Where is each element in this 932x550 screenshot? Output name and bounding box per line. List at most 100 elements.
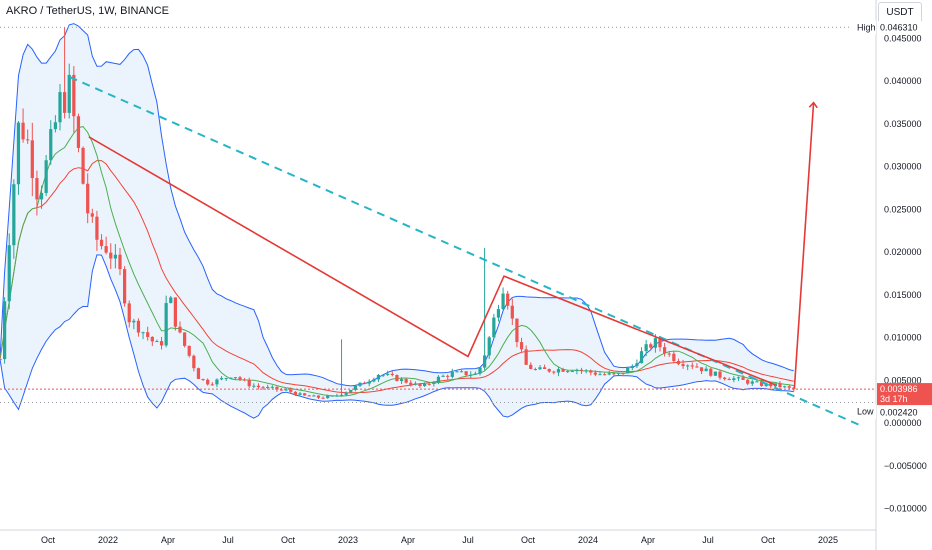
candle-body	[483, 355, 487, 368]
candle-body	[446, 375, 450, 377]
time-tick-label: Apr	[401, 535, 415, 545]
candle-body	[26, 139, 30, 141]
candle-body	[353, 385, 357, 390]
candle-body	[215, 379, 219, 385]
candle-body	[732, 378, 736, 380]
candle-body	[667, 353, 671, 355]
candle-body	[473, 373, 477, 375]
candle-body	[686, 365, 690, 367]
time-tick-label: 2023	[338, 535, 358, 545]
candle-body	[409, 382, 413, 385]
red-pattern-line	[88, 136, 776, 386]
candle-body	[349, 389, 353, 393]
candle-body	[589, 370, 593, 373]
dashed-trendline	[69, 76, 860, 426]
candle-body	[118, 254, 122, 270]
candle-body	[81, 147, 85, 184]
candle-body	[3, 301, 7, 360]
candle-body	[330, 395, 334, 397]
candle-body	[303, 393, 307, 396]
candle-body	[621, 372, 625, 374]
candle-body	[136, 320, 141, 333]
candle-body	[367, 381, 371, 384]
candle-body	[293, 391, 297, 395]
candle-body	[778, 383, 782, 387]
candle-body	[90, 213, 94, 217]
candle-body	[146, 332, 150, 337]
candle-body	[718, 371, 722, 378]
candle-body	[298, 393, 302, 395]
candle-body	[626, 368, 630, 374]
candle-body	[243, 379, 247, 381]
last-price-tag-box	[877, 383, 932, 406]
price-tick-label: −0.010000	[884, 504, 927, 514]
candle-body	[141, 332, 145, 334]
candle-body	[395, 375, 399, 382]
candle-body	[386, 373, 390, 375]
candle-body	[229, 377, 233, 379]
candle-body	[7, 245, 11, 302]
candle-body	[275, 386, 279, 390]
candle-body	[399, 379, 404, 382]
time-tick-label: 2022	[98, 535, 118, 545]
candle-body	[390, 373, 394, 376]
price-axis[interactable]: 0.045000 0.040000 0.035000 0.030000 0.025000…	[884, 33, 927, 513]
time-axis[interactable]: Oct 2022 Apr Jul Oct 2023 Apr Jul Oct 2024 Apr Jul O…	[41, 535, 838, 545]
candle-body	[261, 387, 265, 389]
candle-body	[30, 140, 34, 179]
price-tick-label: 0.020000	[884, 247, 922, 257]
candle-body	[515, 318, 519, 343]
candle-body	[210, 384, 214, 386]
time-tick-label: Oct	[41, 535, 56, 545]
candle-body	[63, 92, 67, 113]
candle-body	[358, 382, 362, 386]
time-tick-label: Oct	[521, 535, 536, 545]
candle-body	[492, 317, 496, 338]
candle-body	[418, 383, 422, 387]
candle-body	[704, 368, 708, 372]
candle-body	[773, 383, 777, 387]
candle-body	[681, 364, 685, 367]
candle-body	[746, 379, 750, 384]
drawing-tools	[69, 76, 860, 426]
candle-body	[695, 366, 699, 368]
candle-body	[653, 338, 657, 348]
candle-body	[16, 122, 21, 185]
last-price-tag-text: 3d 17h	[880, 394, 908, 404]
candle-body	[593, 372, 597, 375]
candle-body	[372, 379, 376, 382]
candle-body	[344, 392, 348, 395]
candle-body	[335, 395, 339, 397]
candle-body	[187, 345, 191, 356]
candle-body	[192, 355, 196, 369]
last-price-tag-text: 0.003986	[880, 384, 918, 394]
time-tick-label: Apr	[161, 535, 175, 545]
candle-body	[769, 383, 773, 387]
candle-body	[53, 122, 57, 130]
time-tick-label: Jul	[462, 535, 474, 545]
candle-body	[436, 376, 441, 383]
candle-body	[736, 377, 741, 379]
candle-body	[552, 371, 556, 373]
candle-body	[404, 379, 408, 383]
time-tick-label: Oct	[281, 535, 296, 545]
candle-body	[270, 386, 274, 388]
time-tick-label: Jul	[702, 535, 714, 545]
high-tag-bg	[852, 20, 876, 35]
candle-body	[723, 377, 727, 380]
candle-body	[150, 336, 154, 342]
candle-body	[423, 383, 427, 387]
candle-body	[441, 375, 445, 377]
low-value-tag-text: 0.002420	[880, 407, 918, 417]
candle-body	[598, 374, 602, 376]
candle-body	[783, 386, 787, 388]
high-label: High	[857, 22, 876, 32]
time-tick-label: Jul	[222, 535, 234, 545]
candle-body	[635, 363, 639, 367]
candle-body	[506, 293, 510, 306]
low-value-tag-box	[877, 406, 932, 419]
candle-body	[566, 371, 570, 373]
price-tick-label: 0.025000	[884, 204, 922, 214]
candle-body	[173, 297, 177, 327]
